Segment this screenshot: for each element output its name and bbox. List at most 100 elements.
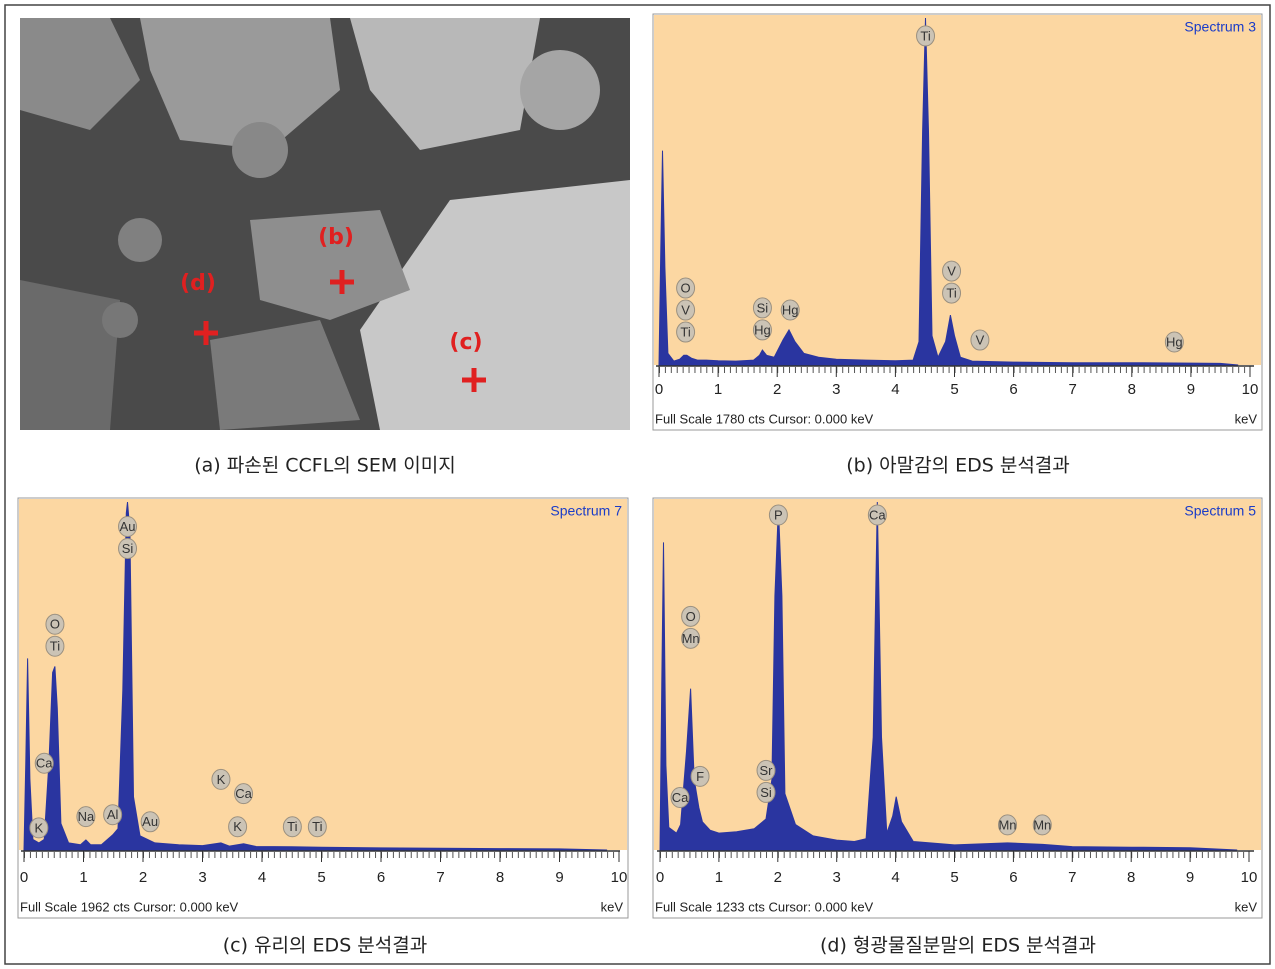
peak-label: Mn — [1033, 817, 1051, 832]
x-tick-label: 7 — [1068, 869, 1076, 886]
x-tick-label: 6 — [1009, 381, 1017, 398]
peak-label: Ti — [946, 286, 956, 301]
peak-badge — [140, 811, 160, 833]
peak-label: Mn — [682, 631, 700, 646]
x-tick-label: 1 — [79, 869, 87, 886]
spectrum-title: Spectrum 3 — [1184, 19, 1256, 35]
x-tick-label: 8 — [1128, 381, 1136, 398]
x-tick-label: 5 — [950, 869, 958, 886]
x-tick-label: 5 — [317, 869, 325, 886]
footer: Full Scale 1780 cts Cursor: 0.000 keV — [655, 411, 874, 426]
x-tick-label: 10 — [1242, 381, 1259, 398]
x-tick-label: 9 — [1186, 869, 1194, 886]
peak-label: Na — [78, 809, 95, 824]
peak-badge — [1164, 331, 1184, 353]
caption: (b) 아말감의 EDS 분석결과 — [846, 455, 1070, 477]
peak-label: V — [681, 302, 690, 317]
peak-label: Sr — [760, 763, 774, 778]
x-tick-label: 6 — [377, 869, 385, 886]
x-tick-label: 4 — [891, 381, 899, 398]
peak-badge — [228, 816, 248, 838]
peak-badge — [756, 781, 776, 803]
spectrum-area — [658, 17, 1239, 366]
caption: (d) 형광물질분말의 EDS 분석결과 — [820, 935, 1096, 957]
peak-badge — [768, 504, 788, 526]
peak-label: Hg — [782, 302, 799, 317]
x-axis-label: keV — [601, 899, 624, 914]
peak-badge — [780, 299, 800, 321]
x-tick-label: 0 — [20, 869, 28, 886]
peak-badge — [118, 537, 138, 559]
plot-background — [19, 499, 627, 850]
peak-label: Ti — [312, 819, 322, 834]
spectrum-area — [659, 501, 1238, 851]
peak-label: Si — [760, 785, 772, 800]
peak-badge — [942, 282, 962, 304]
x-axis-label: keV — [1235, 899, 1258, 914]
frame — [4, 4, 1271, 965]
peak-label: Si — [122, 541, 134, 556]
spectrum-area — [23, 501, 608, 851]
peak-badge — [970, 329, 990, 351]
x-tick-label: 9 — [555, 869, 563, 886]
x-tick-label: 10 — [611, 869, 628, 886]
peak-badge — [998, 814, 1018, 836]
x-tick-label: 3 — [198, 869, 206, 886]
peak-badge — [45, 635, 65, 657]
spectrum-title: Spectrum 7 — [550, 503, 622, 519]
peak-label: Mn — [998, 817, 1016, 832]
peak-label: K — [217, 772, 226, 787]
spectrum-title: Spectrum 5 — [1184, 503, 1256, 519]
peak-badge — [756, 759, 776, 781]
caption: (a) 파손된 CCFL의 SEM 이미지 — [194, 455, 456, 477]
peak-label: Au — [142, 814, 158, 829]
peak-label: V — [976, 332, 985, 347]
x-tick-label: 8 — [496, 869, 504, 886]
x-tick-label: 2 — [774, 869, 782, 886]
peak-label: Hg — [754, 322, 771, 337]
peak-badge — [676, 321, 696, 343]
peak-badge — [211, 768, 231, 790]
x-tick-label: 1 — [714, 381, 722, 398]
x-tick-label: 10 — [1241, 869, 1258, 886]
x-tick-label: 2 — [139, 869, 147, 886]
x-tick-label: 6 — [1009, 869, 1017, 886]
peak-badge — [103, 804, 123, 826]
sem-image: (b) (d) (c) — [20, 18, 630, 430]
peak-label: Ti — [287, 819, 297, 834]
peak-label: Au — [120, 519, 136, 534]
x-tick-label: 4 — [258, 869, 266, 886]
peak-badge — [752, 319, 772, 341]
peak-badge — [118, 515, 138, 537]
peak-badge — [282, 816, 302, 838]
peak-badge — [76, 806, 96, 828]
peak-label: K — [35, 820, 44, 835]
x-tick-label: 0 — [656, 869, 664, 886]
peak-badge — [234, 783, 254, 805]
peak-label: K — [233, 819, 242, 834]
peak-label: V — [947, 264, 956, 279]
x-tick-label: 7 — [436, 869, 444, 886]
peak-badge — [307, 816, 327, 838]
peak-badge — [676, 299, 696, 321]
peak-label: Hg — [1166, 334, 1183, 349]
peak-badge — [867, 504, 887, 526]
x-tick-label: 9 — [1187, 381, 1195, 398]
peak-label: P — [774, 507, 783, 522]
x-tick-label: 1 — [715, 869, 723, 886]
x-tick-label: 0 — [655, 381, 663, 398]
peak-badge — [29, 817, 49, 839]
peak-label: Ca — [235, 786, 252, 801]
peak-badge — [45, 613, 65, 635]
sem-label: (b) — [318, 225, 354, 250]
peak-label: Ti — [680, 324, 690, 339]
peak-label: O — [686, 609, 696, 624]
x-tick-label: 3 — [832, 381, 840, 398]
x-tick-label: 7 — [1069, 381, 1077, 398]
peak-label: Ca — [869, 507, 886, 522]
x-tick-label: 8 — [1127, 869, 1135, 886]
plot-background — [654, 15, 1261, 365]
x-tick-label: 3 — [833, 869, 841, 886]
peak-badge — [34, 752, 54, 774]
